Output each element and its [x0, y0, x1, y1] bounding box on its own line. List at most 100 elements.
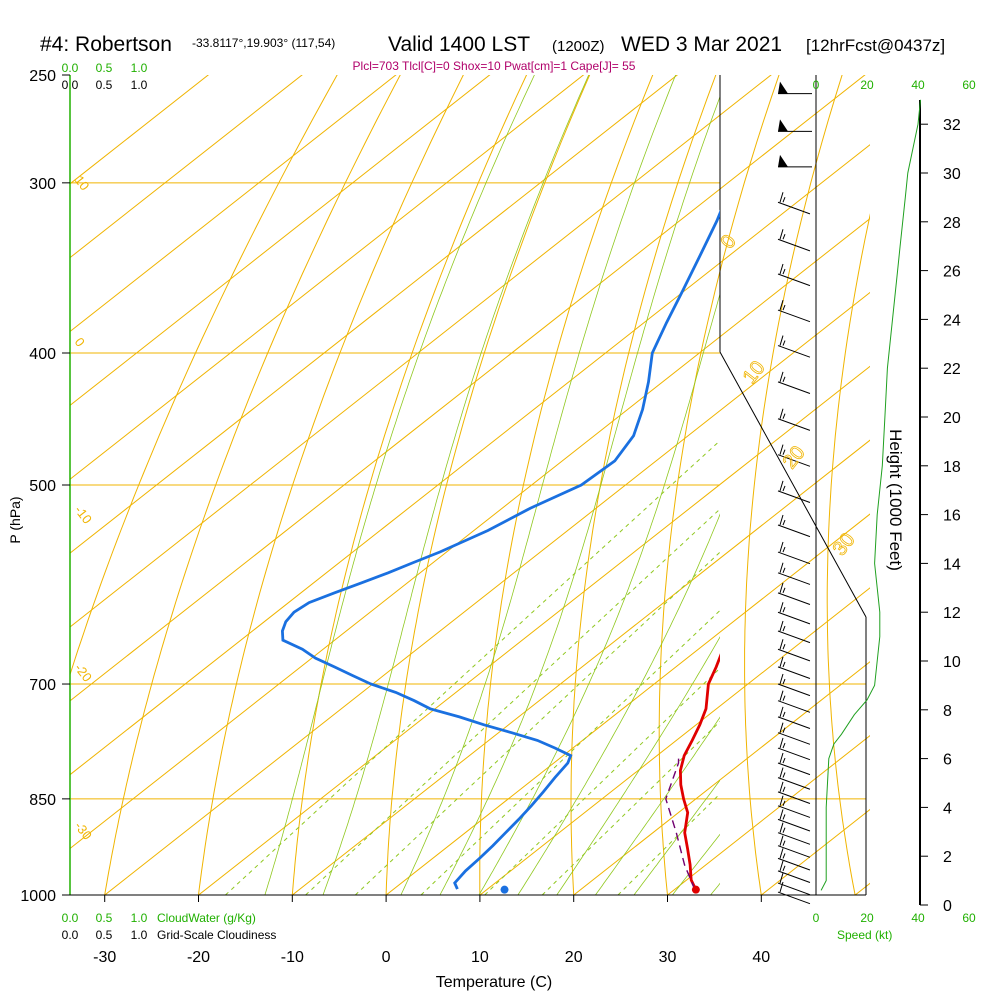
wind-barb: [777, 690, 811, 713]
wind-barb-feather: [779, 781, 784, 793]
top-cloudiness-tick: 0.5: [96, 78, 113, 92]
temperature-tick-label: 40: [752, 949, 770, 966]
mixing-ratio-line: [305, 508, 720, 895]
wind-barb-feather: [779, 192, 784, 203]
wind-barb-staff: [777, 454, 811, 467]
svg-text:#4: Robertson: #4: Robertson: [40, 33, 172, 56]
dry-adiabat-line: [744, 75, 843, 895]
wind-barb: [777, 722, 811, 745]
wind-barb-half-feather: [782, 197, 786, 203]
wind-barb-feather: [779, 656, 784, 668]
sounding-profiles: [280, 209, 720, 894]
wind-speed-line: [820, 99, 921, 891]
wind-barb: [777, 881, 811, 905]
moist-adiabat-line: [671, 833, 720, 895]
forecast-cycle: [12hrFcst@0437z]: [806, 36, 945, 55]
wind-barb: [777, 822, 811, 845]
pressure-tick-label: 700: [29, 677, 56, 694]
wind-speed-tick: 40: [911, 911, 925, 925]
bottom-cloudiness-scale: 0.0 0.5 1.0 Grid-Scale Cloudiness: [62, 928, 277, 942]
wind-barb-half-feather: [782, 519, 786, 526]
wind-speed-tick-top: 0: [813, 78, 820, 92]
wind-barb-staff: [777, 683, 811, 697]
bottom-cloudiness-tick: 1.0: [131, 928, 148, 942]
height-tick-label: 20: [943, 410, 961, 427]
wind-barb: [777, 835, 811, 858]
isotherm-line: [479, 705, 720, 895]
height-tick-label: 14: [943, 556, 961, 573]
temperature-tick-label: -20: [187, 949, 210, 966]
parcel-path-line: [665, 755, 696, 890]
wind-barb-staff: [777, 762, 811, 776]
temperature-axis-label: Temperature (C): [436, 974, 552, 991]
station-name: #4: Robertson: [40, 33, 172, 56]
wind-barb: [777, 673, 811, 697]
wind-barb-half-feather: [782, 567, 786, 573]
wind-barb: [777, 737, 811, 761]
wind-barb-staff: [777, 882, 811, 896]
thermo-background-lines: 123581220100-10-20-30: [70, 75, 720, 895]
wind-barb-feather: [779, 263, 784, 275]
wind-barb-half-feather: [782, 625, 786, 632]
dry-adiabat-line: [291, 75, 528, 895]
wind-barb-half-feather: [782, 757, 786, 764]
wind-barb-feather: [779, 541, 784, 553]
wind-barb-half-feather: [782, 234, 786, 240]
wind-barb-half-feather: [782, 449, 786, 455]
wind-speed-tick-top: 60: [962, 78, 976, 92]
wind-barb-staff: [777, 791, 811, 804]
wind-barb-feather: [779, 706, 784, 718]
wind-barb-half-feather: [782, 376, 786, 383]
height-tick-label: 24: [943, 312, 961, 329]
wind-barb: [777, 620, 811, 644]
isotherm-line: [103, 409, 720, 895]
cloudiness-label: Grid-Scale Cloudiness: [157, 928, 276, 942]
dry-adiabat-line: [197, 75, 464, 895]
wind-barb-staff: [777, 490, 811, 503]
temperature-tick-label: -10: [281, 949, 304, 966]
wind-barb-half-feather: [782, 607, 786, 613]
wind-barb-staff: [777, 592, 811, 605]
isotherm-line: [70, 75, 679, 554]
isotherm-line: [70, 75, 491, 407]
mixing-ratio-line: [225, 439, 720, 895]
wind-speed-axis-label: Speed (kt): [837, 928, 892, 942]
height-tick-label: 0: [943, 898, 952, 915]
valid-time: Valid 1400 LST: [388, 33, 530, 56]
mixing-ratio-line: [617, 793, 720, 895]
wind-barb-flag: [778, 81, 788, 94]
wind-barbs: [777, 81, 812, 905]
wind-barb-half-feather: [782, 485, 786, 492]
wind-barb: [777, 781, 811, 804]
height-tick-label: 12: [943, 605, 961, 622]
mixing-ratio-line: [420, 609, 720, 895]
stability-indices: Plcl=703 Tlcl[C]=0 Shox=10 Pwat[cm]=1 Ca…: [353, 59, 636, 73]
temperature-tick-label: 10: [471, 949, 489, 966]
wind-barb-staff: [777, 845, 811, 858]
wind-barb-staff: [777, 551, 811, 565]
wind-barb-staff: [777, 345, 811, 358]
mixing-ratio-line: [541, 720, 720, 895]
wind-speed-profile: [820, 99, 921, 891]
temperature-tick-label: 0: [382, 949, 391, 966]
height-tick-label: 26: [943, 264, 961, 281]
top-cloudwater-tick: 0.0: [62, 61, 79, 75]
wind-barb-feather: [779, 299, 784, 311]
wind-barb-half-feather: [782, 661, 786, 668]
wind-barb-staff: [777, 524, 811, 538]
moist-adiabat-line: [556, 636, 720, 895]
wind-barb-feather: [779, 767, 784, 778]
wind-barb-staff: [777, 832, 811, 845]
dry-adiabat-line: [385, 75, 591, 895]
wind-barb-staff: [777, 309, 811, 323]
wind-barb: [777, 848, 811, 871]
wind-barb-feather: [779, 562, 784, 573]
height-tick-label: 2: [943, 849, 952, 866]
wind-barb-feather: [779, 848, 784, 859]
top-cloudiness-tick: 1.0: [131, 78, 148, 92]
isotherm-line: [720, 661, 870, 781]
temperature-tick-label: -30: [93, 949, 116, 966]
wind-barb-staff: [777, 716, 811, 729]
wind-speed-tick-top: 40: [911, 78, 925, 92]
dry-adiabat-line: [70, 75, 338, 677]
